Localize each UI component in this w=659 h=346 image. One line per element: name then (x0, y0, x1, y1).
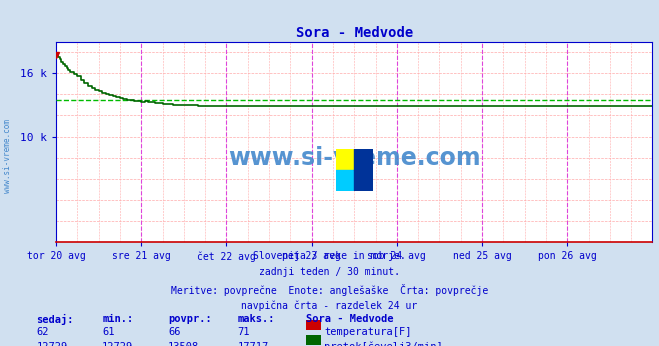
Text: min.:: min.: (102, 314, 133, 324)
Text: pretok[čevelj3/min]: pretok[čevelj3/min] (324, 342, 443, 346)
Text: temperatura[F]: temperatura[F] (324, 327, 412, 337)
Text: navpična črta - razdelek 24 ur: navpična črta - razdelek 24 ur (241, 301, 418, 311)
Text: maks.:: maks.: (237, 314, 275, 324)
Text: www.si-vreme.com: www.si-vreme.com (3, 119, 13, 193)
Text: 71: 71 (237, 327, 250, 337)
Text: zadnji teden / 30 minut.: zadnji teden / 30 minut. (259, 267, 400, 277)
Text: Sora - Medvode: Sora - Medvode (306, 314, 394, 324)
Text: 62: 62 (36, 327, 49, 337)
Text: 13508: 13508 (168, 342, 199, 346)
Text: sedaj:: sedaj: (36, 314, 74, 325)
Text: 12729: 12729 (36, 342, 67, 346)
Text: 66: 66 (168, 327, 181, 337)
Title: Sora - Medvode: Sora - Medvode (296, 26, 413, 40)
Text: 17717: 17717 (237, 342, 268, 346)
Text: povpr.:: povpr.: (168, 314, 212, 324)
Text: www.si-vreme.com: www.si-vreme.com (228, 146, 480, 170)
Text: 12729: 12729 (102, 342, 133, 346)
Text: 61: 61 (102, 327, 115, 337)
Text: Meritve: povprečne  Enote: anglešaške  Črta: povprečje: Meritve: povprečne Enote: anglešaške Črt… (171, 284, 488, 296)
Text: Slovenija / reke in morje.: Slovenija / reke in morje. (253, 251, 406, 261)
